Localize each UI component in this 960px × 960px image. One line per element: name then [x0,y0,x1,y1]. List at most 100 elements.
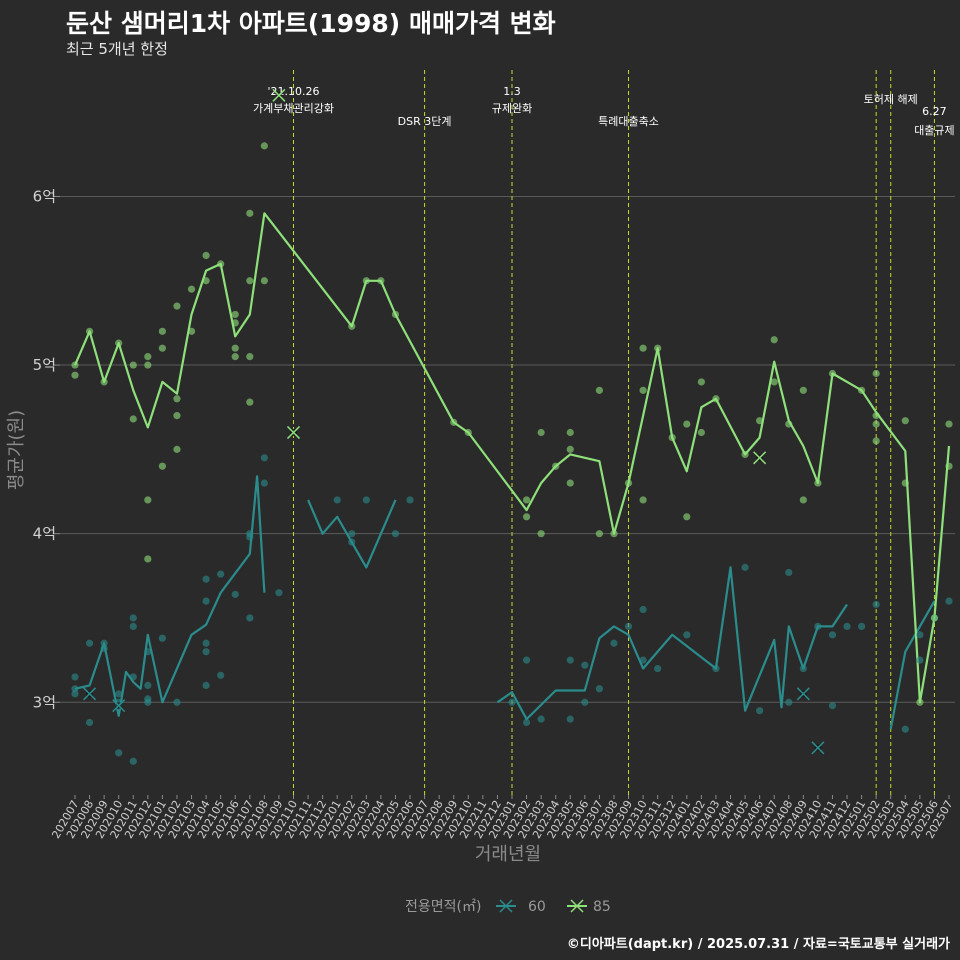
point-60 [144,698,152,706]
point-60 [872,600,880,609]
point-60 [581,698,589,706]
point-60 [595,685,604,693]
point-85 [595,386,604,394]
point-85 [144,353,152,361]
point-85 [697,378,705,386]
y-axis-title: 평균가(원) [6,410,27,490]
series-line-60 [889,600,936,730]
point-60 [144,681,152,690]
point-85 [799,496,807,504]
point-60 [858,622,866,630]
point-85 [231,310,239,319]
point-85 [246,277,254,285]
point-85 [901,479,909,487]
y-tick-label: 5억 [33,356,56,374]
point-85 [231,344,239,352]
point-85 [756,417,764,425]
point-85 [537,530,545,538]
point-85 [799,386,807,394]
event-label: 가계부채관리강화 [253,102,334,115]
point-60 [581,661,589,669]
point-60 [508,698,516,706]
point-85 [144,496,152,504]
point-60 [129,614,137,622]
point-60 [129,622,137,630]
point-85 [537,428,545,437]
event-label: 토허제 해제 [864,92,918,106]
cross-85 [286,425,301,440]
point-85 [770,378,778,386]
point-85 [712,395,720,403]
point-85 [566,445,574,453]
point-85 [872,420,880,428]
point-60 [129,673,137,681]
point-85 [173,412,181,420]
point-85 [217,260,225,268]
point-85 [595,530,604,538]
point-60 [71,673,79,681]
point-85 [654,344,662,352]
event-label: 대출규제 [914,124,954,137]
legend-cross-60 [499,899,513,913]
point-85 [610,530,618,538]
point-85 [450,418,458,426]
point-60 [158,634,166,642]
source-caption: ©디아파트(dapt.kr) / 2025.07.31 / 자료=국토교통부 실… [566,937,950,952]
point-60 [144,648,152,656]
point-60 [639,656,647,664]
point-60 [85,639,94,647]
point-85 [945,462,953,470]
data-points [71,142,953,765]
x-axis-ticks: 2020072020082020092020102020112020122021… [49,795,956,841]
point-60 [115,749,123,757]
point-60 [639,605,647,614]
point-60 [916,656,924,664]
point-60 [246,533,254,541]
point-60 [85,718,94,727]
point-85 [639,386,647,394]
chart-title: 둔산 샘머리1차 아파트(1998) 매매가격 변화 [66,9,556,38]
point-60 [217,671,225,679]
cross-stroke [83,687,97,701]
cross-60 [83,687,97,701]
point-60 [202,575,210,583]
point-85 [785,420,793,428]
y-tick-label: 4억 [33,525,56,543]
cross-stroke [796,687,810,701]
series-line-60 [74,475,266,717]
point-60 [756,707,764,715]
point-85 [246,398,254,406]
event-label: 규제완화 [492,102,532,115]
point-60 [785,698,793,706]
point-85 [173,302,181,310]
point-85 [624,479,633,487]
y-tick-label: 3억 [33,693,56,711]
point-85 [930,614,939,622]
point-85 [231,353,239,361]
point-85 [377,277,385,285]
cross-stroke [286,425,301,440]
point-60 [71,685,79,693]
point-85 [129,361,137,369]
cross-60 [811,741,825,755]
point-60 [785,568,793,577]
point-85 [770,336,778,344]
point-60 [901,725,909,733]
point-85 [639,496,647,504]
point-60 [100,639,108,647]
point-85 [71,361,79,369]
point-85 [872,437,880,445]
point-85 [158,344,166,352]
point-85 [683,420,691,428]
cross-stroke [753,451,767,465]
point-85 [522,496,531,504]
event-label: DSR 3단계 [398,115,452,128]
event-label: 1.3 [503,85,521,98]
point-85 [566,479,574,487]
point-60 [624,622,633,630]
point-85 [173,395,181,403]
cross-stroke [811,741,825,755]
legend-label-60: 60 [528,899,546,915]
